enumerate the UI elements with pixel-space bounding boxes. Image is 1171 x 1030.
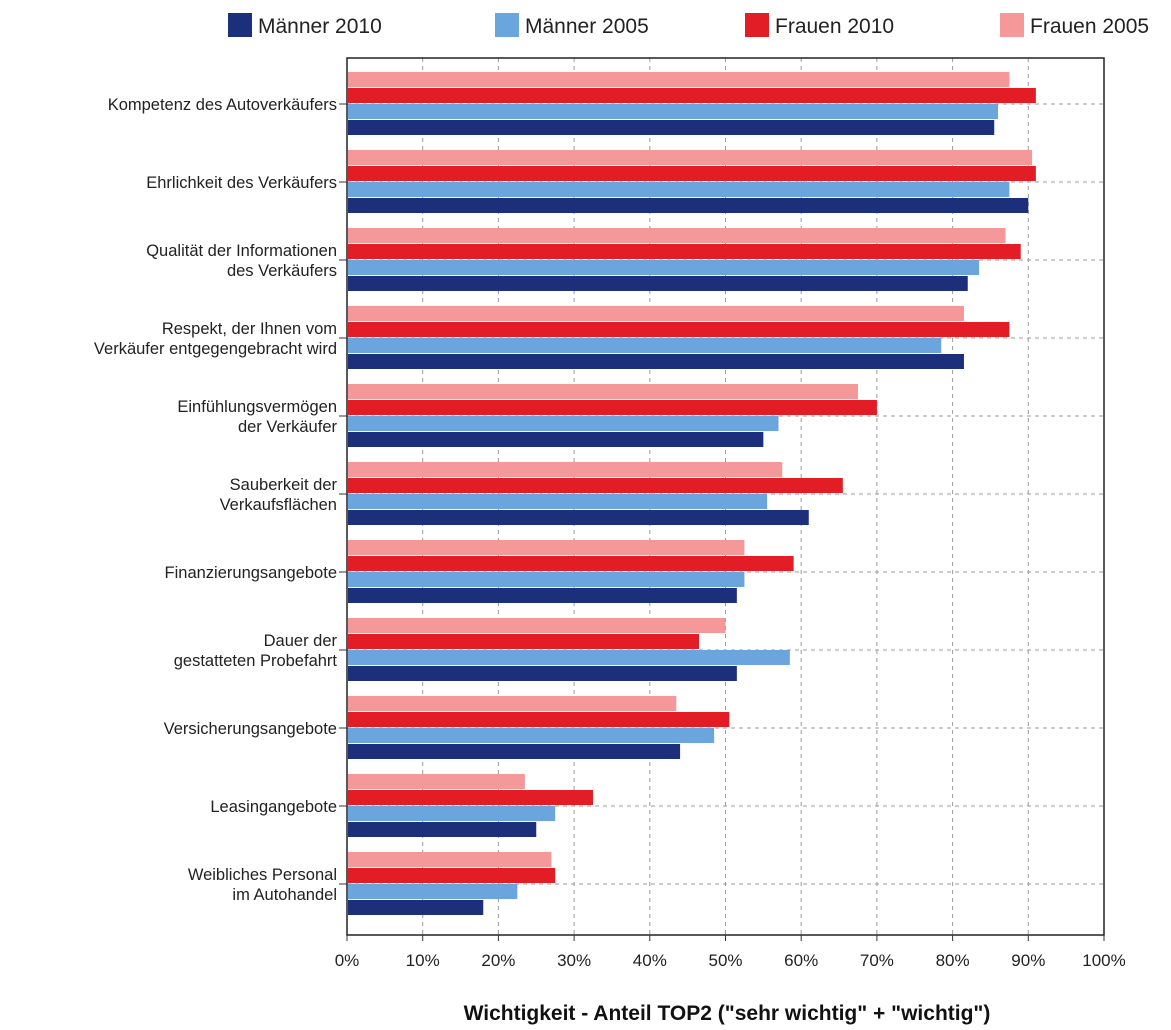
bar-frauen-2010 xyxy=(348,478,843,493)
category-label: Leasingangebote xyxy=(210,798,337,816)
bar-frauen-2010 xyxy=(348,166,1036,181)
bar-m-nner-2005 xyxy=(348,572,745,587)
legend-label: Männer 2005 xyxy=(525,15,649,38)
x-axis-title: Wichtigkeit - Anteil TOP2 ("sehr wichtig… xyxy=(464,1002,991,1025)
bar-frauen-2005 xyxy=(348,72,1010,87)
bar-frauen-2010 xyxy=(348,322,1010,337)
category-label: Einfühlungsvermögen xyxy=(177,398,337,416)
category-label: Weibliches Personal xyxy=(188,866,337,884)
bar-frauen-2005 xyxy=(348,306,964,321)
category-label: Finanzierungsangebote xyxy=(165,564,337,582)
bar-m-nner-2010 xyxy=(348,276,968,291)
x-tick-label: 60% xyxy=(784,951,818,970)
category-labels: Kompetenz des Autoverkäufers Ehrlichkeit … xyxy=(94,96,347,904)
bar-m-nner-2005 xyxy=(348,104,999,119)
bar-m-nner-2005 xyxy=(348,260,980,275)
bar-m-nner-2010 xyxy=(348,432,764,447)
bar-frauen-2005 xyxy=(348,462,783,477)
bar-frauen-2010 xyxy=(348,400,877,415)
bar-m-nner-2005 xyxy=(348,884,518,899)
bar-m-nner-2005 xyxy=(348,182,1010,197)
legend-swatch xyxy=(1000,13,1024,37)
bar-m-nner-2010 xyxy=(348,510,809,525)
legend: Männer 2010 Männer 2005 Frauen 2010 Frauen … xyxy=(228,13,1149,38)
category-label: Dauer der xyxy=(264,632,338,650)
category-label: Respekt, der Ihnen vom xyxy=(162,320,337,338)
bar-frauen-2005 xyxy=(348,384,858,399)
bar-frauen-2010 xyxy=(348,556,794,571)
bar-m-nner-2010 xyxy=(348,588,737,603)
bar-m-nner-2010 xyxy=(348,666,737,681)
x-tick-label: 0% xyxy=(335,951,360,970)
x-tick-label: 10% xyxy=(406,951,440,970)
bars xyxy=(348,72,1036,915)
x-tick-label: 20% xyxy=(481,951,515,970)
x-tick-label: 30% xyxy=(557,951,591,970)
legend-label: Frauen 2010 xyxy=(775,15,894,38)
category-label: Ehrlichkeit des Verkäufers xyxy=(146,174,337,192)
bar-m-nner-2010 xyxy=(348,120,995,135)
bar-m-nner-2010 xyxy=(348,822,537,837)
x-tick-label: 90% xyxy=(1011,951,1045,970)
bar-frauen-2010 xyxy=(348,790,594,805)
category-label: Qualität der Informationen xyxy=(146,242,337,260)
legend-label: Frauen 2005 xyxy=(1030,15,1149,38)
bar-frauen-2005 xyxy=(348,228,1006,243)
legend-swatch xyxy=(228,13,252,37)
bar-frauen-2010 xyxy=(348,868,556,883)
x-tick-labels: 0% 10% 20% 30% 40% 50% 60% 70% 80% 90% 100% xyxy=(335,935,1126,970)
category-label: Sauberkeit der xyxy=(230,476,338,494)
legend-swatch xyxy=(745,13,769,37)
category-label: Verkäufer entgegengebracht wird xyxy=(94,340,337,358)
x-tick-label: 80% xyxy=(936,951,970,970)
bar-frauen-2005 xyxy=(348,540,745,555)
x-tick-label: 70% xyxy=(860,951,894,970)
bar-m-nner-2010 xyxy=(348,354,964,369)
legend-label: Männer 2010 xyxy=(258,15,382,38)
bar-frauen-2010 xyxy=(348,88,1036,103)
bar-m-nner-2005 xyxy=(348,494,768,509)
category-label: Verkaufsflächen xyxy=(220,496,337,514)
bar-frauen-2005 xyxy=(348,618,726,633)
bar-m-nner-2005 xyxy=(348,806,556,821)
x-tick-label: 50% xyxy=(708,951,742,970)
category-label: der Verkäufer xyxy=(238,418,338,436)
bar-m-nner-2005 xyxy=(348,650,790,665)
x-tick-label: 40% xyxy=(633,951,667,970)
category-label: Versicherungsangebote xyxy=(164,720,337,738)
bar-frauen-2010 xyxy=(348,244,1021,259)
bar-m-nner-2010 xyxy=(348,198,1029,213)
category-label: des Verkäufers xyxy=(227,262,337,280)
bar-m-nner-2005 xyxy=(348,416,779,431)
bar-frauen-2010 xyxy=(348,712,730,727)
category-label: gestatteten Probefahrt xyxy=(174,652,338,670)
bar-m-nner-2010 xyxy=(348,744,681,759)
bar-m-nner-2005 xyxy=(348,728,715,743)
bar-frauen-2005 xyxy=(348,852,552,867)
bar-m-nner-2010 xyxy=(348,900,484,915)
bar-frauen-2005 xyxy=(348,774,525,789)
bar-frauen-2005 xyxy=(348,696,677,711)
bar-frauen-2010 xyxy=(348,634,700,649)
bar-frauen-2005 xyxy=(348,150,1033,165)
x-tick-label: 100% xyxy=(1082,951,1125,970)
legend-swatch xyxy=(495,13,519,37)
bar-m-nner-2005 xyxy=(348,338,942,353)
category-label: Kompetenz des Autoverkäufers xyxy=(108,96,337,114)
category-label: im Autohandel xyxy=(232,886,337,904)
